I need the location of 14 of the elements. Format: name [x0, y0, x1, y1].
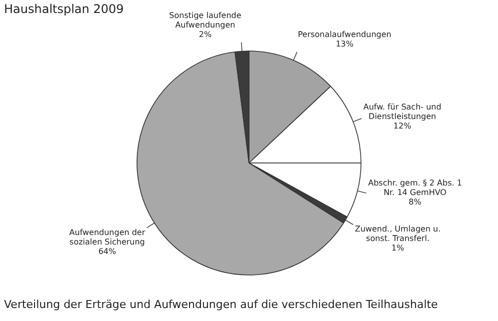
data-label: 64%	[98, 246, 116, 256]
slice-label: Aufw. für Sach- und Dienstleistungen	[363, 102, 442, 122]
slice-label: Aufwendungen der sozialen Sicherung	[69, 228, 146, 246]
data-label: 13%	[336, 40, 354, 49]
text: Verteilung der Erträge und Aufwendungen auf die verschiedenen Teilhaushalte	[4, 298, 438, 311]
data-label: 2%	[198, 30, 212, 39]
data-label: 8%	[408, 197, 422, 206]
chart-title: Haushaltsplan 2009	[4, 2, 124, 16]
slice-label: Abschr. gem. § 2 Abs. 1 Nr. 14 GemHVO	[368, 178, 462, 197]
slice-label: Zuwend., Umlagen u. sonst. Transferl.	[354, 224, 441, 244]
data-label: 12%	[393, 122, 412, 131]
slice-label: Sonstige laufende Aufwendungen	[169, 10, 242, 30]
data-label: 1%	[391, 244, 405, 253]
slice-label: Personalaufwendungen	[298, 30, 392, 40]
